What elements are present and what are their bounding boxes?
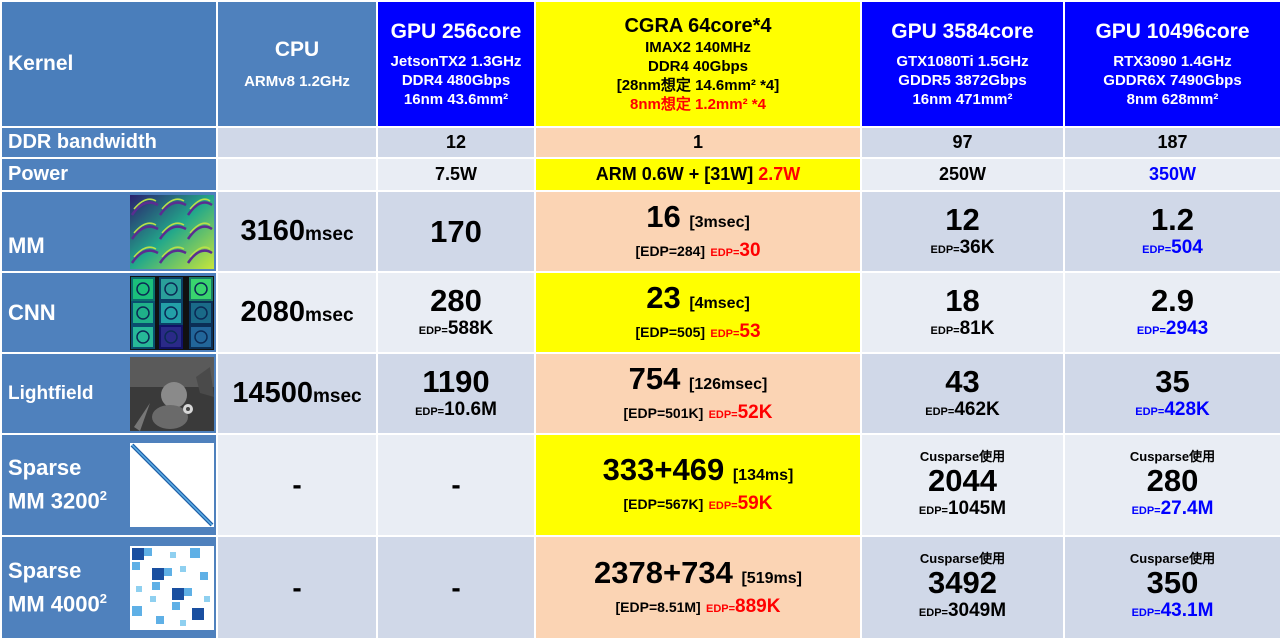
mm-gpu3584: 12 EDP=36K xyxy=(860,190,1065,273)
sparse3200-label-cell: Sparse MM 32002 xyxy=(0,433,218,537)
cpu-sub: ARMv8 1.2GHz xyxy=(244,72,350,90)
cnn-row: CNN xyxy=(0,271,1280,354)
sparse4000-matrix-image xyxy=(130,545,214,630)
cnn-gpu256: 280 EDP=588K xyxy=(376,271,536,354)
cpu-header: CPU ARMv8 1.2GHz xyxy=(216,0,378,128)
sparse3200-gpu256: - xyxy=(376,433,536,537)
lightfield-cgra: 754 [126msec] [EDP=501K] EDP=52K xyxy=(534,352,862,435)
cpu-title: CPU xyxy=(274,37,320,61)
sparse3200-row: Sparse MM 32002 - - 333+469 [134ms] [EDP… xyxy=(0,433,1280,537)
mm-pattern-image xyxy=(130,194,214,269)
gpu10496-header: GPU 10496core RTX3090 1.4GHz GDDR6X 7490… xyxy=(1063,0,1280,128)
ddr-gpu10496: 187 xyxy=(1063,126,1280,159)
sparse3200-gpu10496: Cusparse使用 280 EDP=27.4M xyxy=(1063,433,1280,537)
ddr-gpu3584: 97 xyxy=(860,126,1065,159)
ddr-cgra: 1 xyxy=(534,126,862,159)
lightfield-gpu3584: 43 EDP=462K xyxy=(860,352,1065,435)
mm-cpu: 3160msec xyxy=(216,190,378,273)
sparse4000-row: Sparse MM 40002 xyxy=(0,535,1280,640)
lightfield-gpu10496: 35 EDP=428K xyxy=(1063,352,1280,435)
ddr-label: DDR bandwidth xyxy=(0,126,218,159)
mm-cgra: 16 [3msec] [EDP=284] EDP=30 xyxy=(534,190,862,273)
lightfield-label-cell: Lightfield xyxy=(0,352,218,435)
sparse4000-gpu3584: Cusparse使用 3492 EDP=3049M xyxy=(860,535,1065,640)
mm-gpu256: 170 xyxy=(376,190,536,273)
cgra-header: CGRA 64core*4 IMAX2 140MHz DDR4 40Gbps [… xyxy=(534,0,862,128)
cnn-cpu: 2080msec xyxy=(216,271,378,354)
sparse3200-matrix-image xyxy=(130,443,214,527)
mm-gpu10496: 1.2 EDP=504 xyxy=(1063,190,1280,273)
gpu3584-header: GPU 3584core GTX1080Ti 1.5GHz GDDR5 3872… xyxy=(860,0,1065,128)
sparse3200-gpu3584: Cusparse使用 2044 EDP=1045M xyxy=(860,433,1065,537)
cnn-label: CNN xyxy=(8,299,56,325)
header-row: Kernel CPU ARMv8 1.2GHz GPU 256core Jets… xyxy=(0,0,1280,128)
power-row: Power 7.5W ARM 0.6W + [31W] 2.7W 250W 35… xyxy=(0,157,1280,192)
lightfield-cpu: 14500msec xyxy=(216,352,378,435)
sparse4000-label: Sparse MM 40002 xyxy=(8,557,107,617)
sparse3200-label: Sparse MM 32002 xyxy=(8,455,107,514)
ddr-row: DDR bandwidth 12 1 97 187 xyxy=(0,126,1280,159)
sparse4000-gpu256: - xyxy=(376,535,536,640)
lightfield-gpu256: 1190 EDP=10.6M xyxy=(376,352,536,435)
mm-row: MM xyxy=(0,190,1280,273)
power-cgra: ARM 0.6W + [31W] 2.7W xyxy=(534,157,862,192)
sparse3200-cgra: 333+469 [134ms] [EDP=567K] EDP=59K xyxy=(534,433,862,537)
sparse4000-cgra: 2378+734 [519ms] [EDP=8.51M] EDP=889K xyxy=(534,535,862,640)
power-gpu10496: 350W xyxy=(1063,157,1280,192)
gpu256-header: GPU 256core JetsonTX2 1.3GHz DDR4 480Gbp… xyxy=(376,0,536,128)
kernel-header: Kernel xyxy=(0,0,218,128)
sparse4000-cpu: - xyxy=(216,535,378,640)
ddr-gpu256: 12 xyxy=(376,126,536,159)
ddr-cpu xyxy=(216,126,378,159)
mm-label-cell: MM xyxy=(0,190,218,273)
cnn-cgra: 23 [4msec] [EDP=505] EDP=53 xyxy=(534,271,862,354)
sparse4000-gpu10496: Cusparse使用 350 EDP=43.1M xyxy=(1063,535,1280,640)
lightfield-photo-image xyxy=(130,356,214,431)
mm-label: MM xyxy=(8,232,45,258)
cnn-pattern-image xyxy=(130,275,214,350)
power-gpu256: 7.5W xyxy=(376,157,536,192)
lightfield-row: Lightfield 14500msec 1190 EDP=10.6M xyxy=(0,352,1280,435)
cnn-label-cell: CNN xyxy=(0,271,218,354)
power-cpu xyxy=(216,157,378,192)
power-gpu3584: 250W xyxy=(860,157,1065,192)
cnn-gpu3584: 18 EDP=81K xyxy=(860,271,1065,354)
power-label: Power xyxy=(0,157,218,192)
cnn-gpu10496: 2.9 EDP=2943 xyxy=(1063,271,1280,354)
lightfield-label: Lightfield xyxy=(8,382,94,404)
sparse4000-label-cell: Sparse MM 40002 xyxy=(0,535,218,640)
sparse3200-cpu: - xyxy=(216,433,378,537)
